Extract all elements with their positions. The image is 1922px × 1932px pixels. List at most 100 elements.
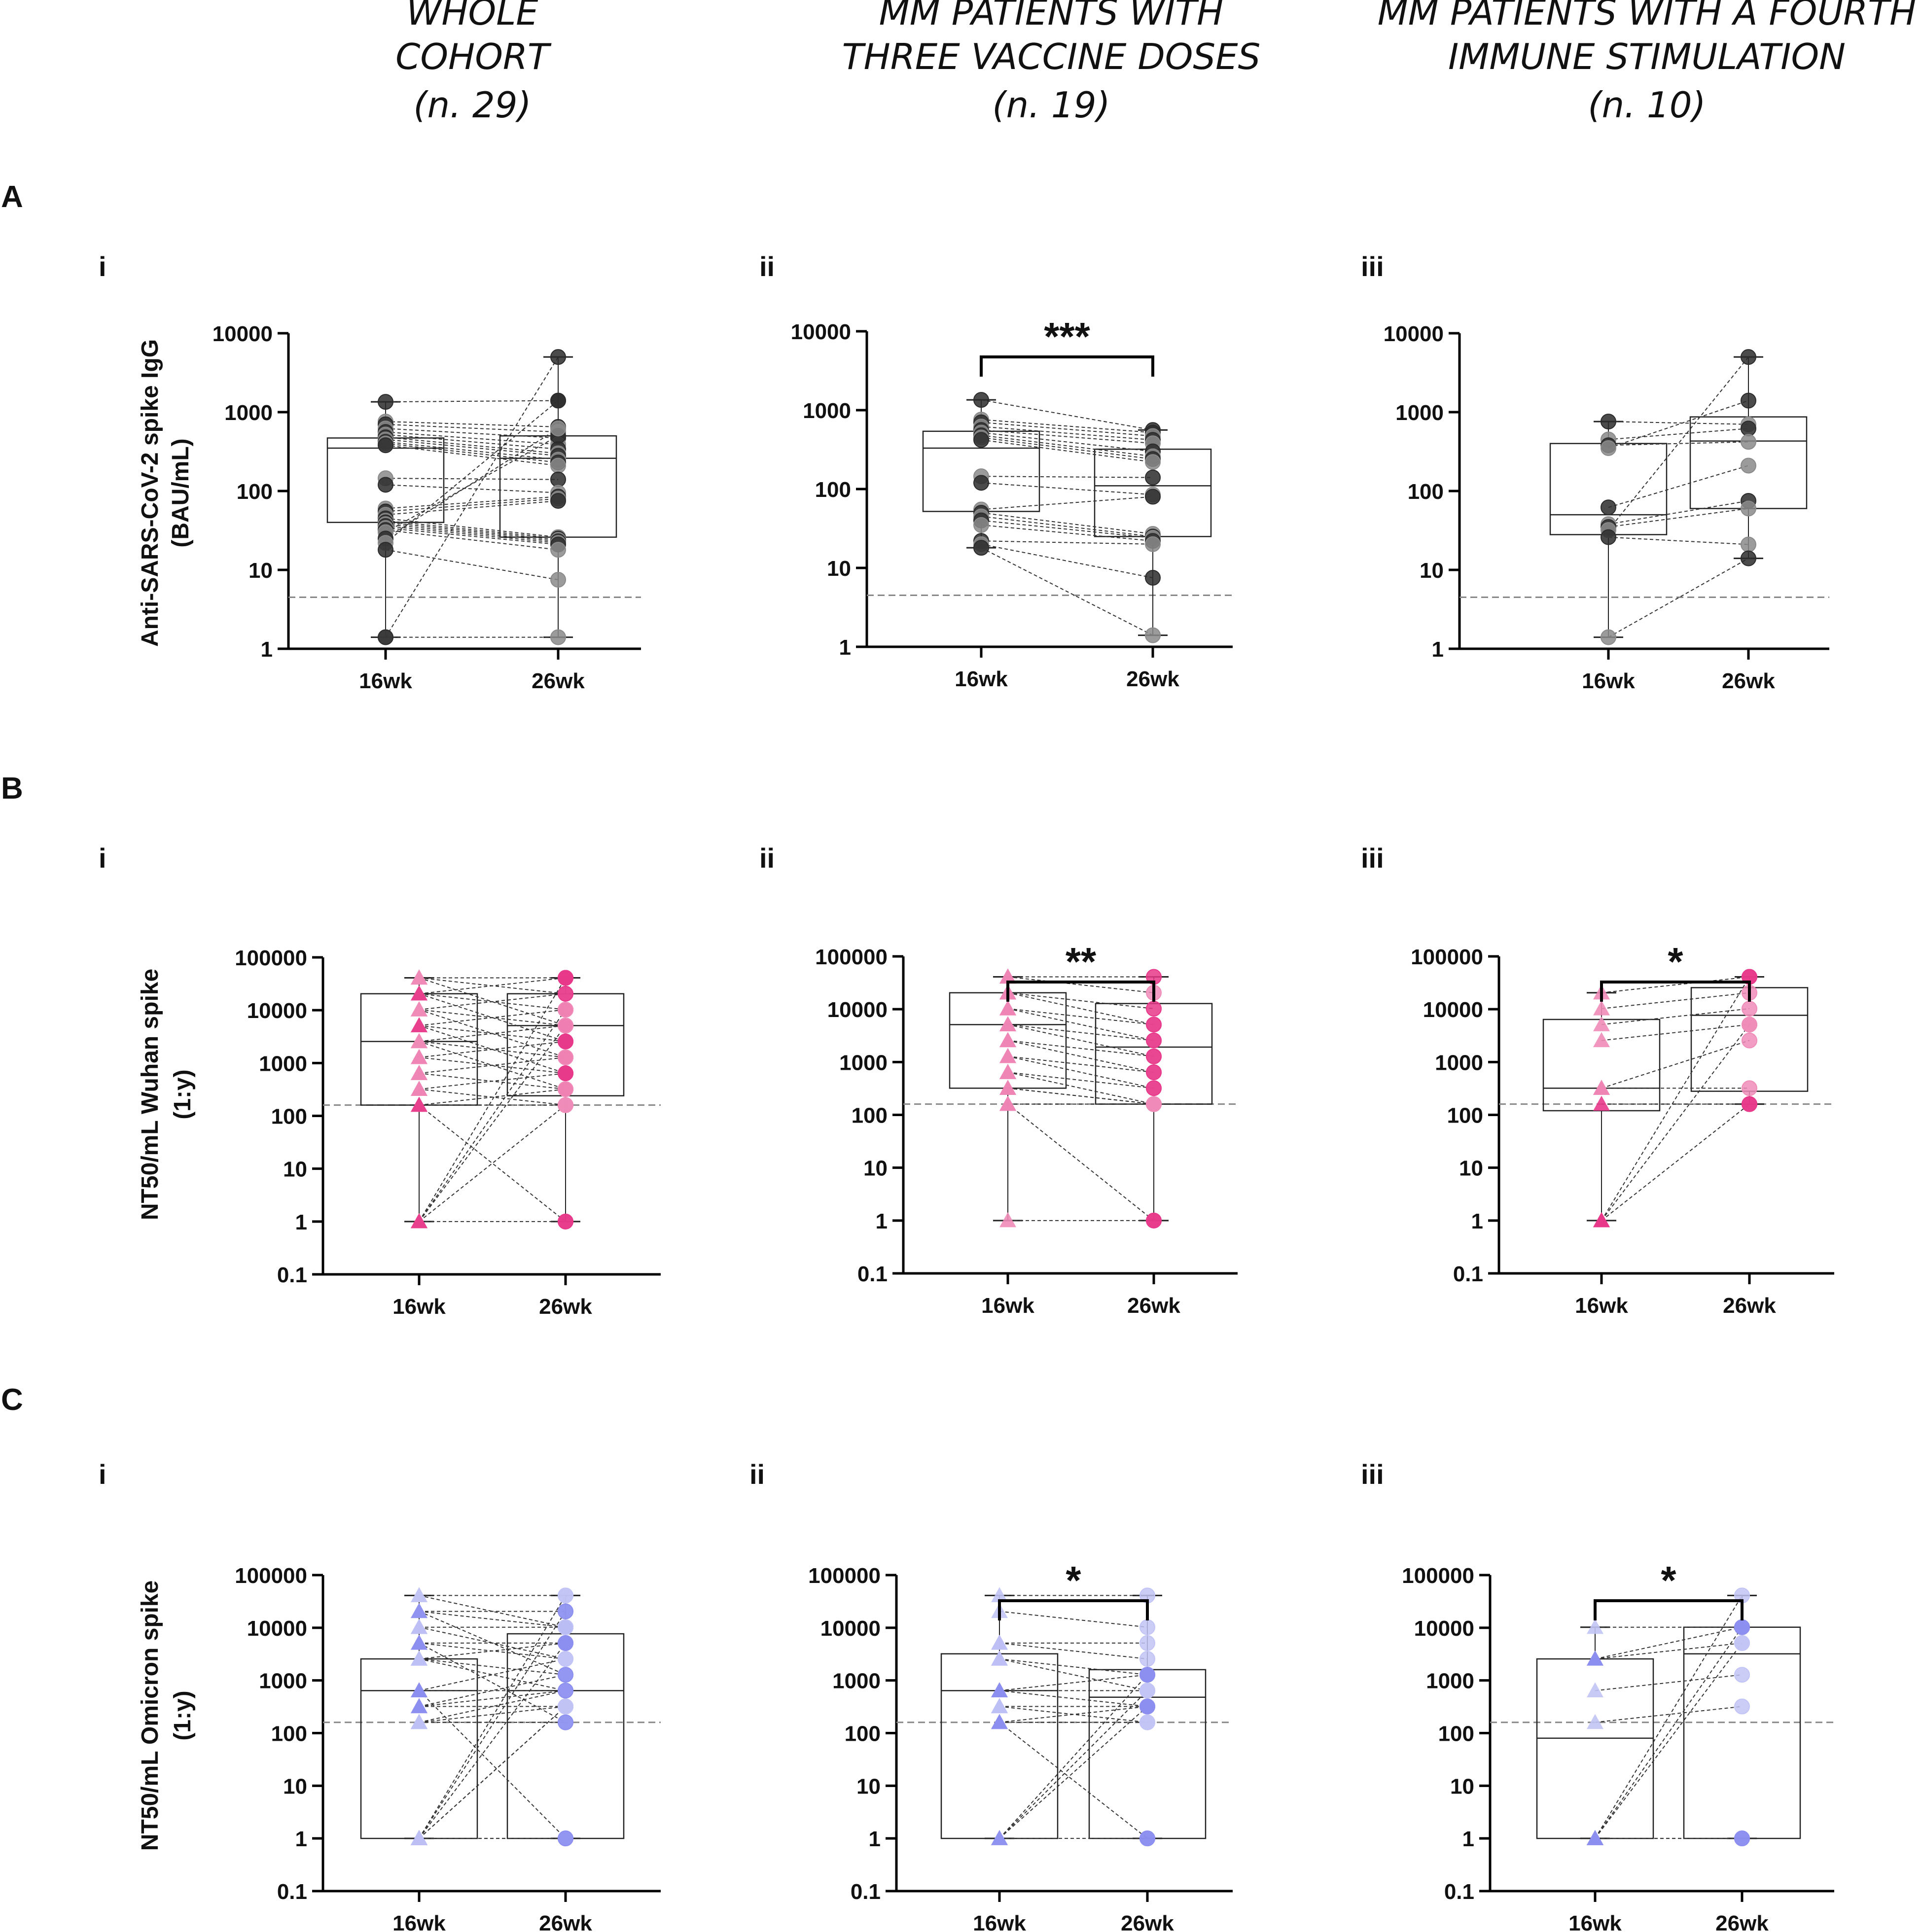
panel-b-i-point-16wk-23 xyxy=(411,1213,427,1229)
panel-a-iii-ytick-label-2: 100 xyxy=(1408,480,1444,504)
panel-a-i-pair-line-26 xyxy=(385,549,559,580)
panel-b-i-pair-line-26 xyxy=(419,1009,566,1058)
panel-a-i-point-16wk-26 xyxy=(378,542,393,558)
panel-c-ii-ytick-label-6: 100000 xyxy=(808,1564,881,1588)
panel-c-i-pair-line-25 xyxy=(419,1611,566,1676)
panel-c-ii-pair-line-1 xyxy=(999,1611,1148,1628)
panel-a-ii-pair-line-7 xyxy=(981,437,1153,460)
panel-b-ii-point-16wk-17 xyxy=(999,1095,1016,1111)
panel-a-i-pair-line-20 xyxy=(385,525,559,544)
panel-a-ii-pair-line-17 xyxy=(981,543,1153,578)
column-header-2: MM PATIENTS WITH THREE VACCINE DOSES (n.… xyxy=(842,0,1261,126)
panel-a-i-pair-line-17 xyxy=(385,520,559,539)
panel-a-iii-pair-line-1 xyxy=(1608,428,1749,440)
panel-c-i-pair-line-24 xyxy=(419,1626,566,1660)
panel-b-iii-point-16wk-3 xyxy=(1593,1032,1610,1048)
panel-c-ii-pair-line-4 xyxy=(999,1658,1148,1676)
panel-b-ii-pair-line-3 xyxy=(1007,992,1154,1025)
panel-b-i-point-26wk-28 xyxy=(558,1081,573,1097)
panel-a-iii-point-26wk-2 xyxy=(1741,434,1756,450)
panel-b-i-point-26wk-4 xyxy=(558,985,573,1002)
panel-c-i-ytick-label-0: 0.1 xyxy=(277,1880,307,1904)
panel-b-i-pair-line-22 xyxy=(419,1104,566,1222)
panel-a-iii-point-16wk-8 xyxy=(1601,529,1616,545)
panel-c-ii-pair-line-6 xyxy=(999,1674,1148,1691)
panel-c-iii-ytick-label-5: 10000 xyxy=(1414,1616,1474,1641)
panel-a-ii-pair-line-12 xyxy=(981,512,1153,534)
panel-a-ii-pair-line-18 xyxy=(981,547,1153,636)
panel-a-iii-ytick-label-1: 10 xyxy=(1420,559,1444,583)
panel-b-ii-pair-line-7 xyxy=(1007,1024,1154,1057)
panel-c-i-pair-line-22 xyxy=(419,1658,566,1691)
panel-a-ii-ytick-label-3: 1000 xyxy=(803,399,851,423)
panel-a-iii-pair-line-5 xyxy=(1608,500,1749,525)
panel-a-iii-point-16wk-9 xyxy=(1601,629,1616,645)
panel-c-ii-ytick-label-5: 10000 xyxy=(820,1616,881,1641)
panel-c-i-xtick-label-0: 16wk xyxy=(392,1911,446,1932)
panel-c-ii-point-16wk-16 xyxy=(991,1682,1008,1697)
panel-b-ii-pair-line-9 xyxy=(1007,1040,1154,1073)
panel-a-i-point-26wk-22 xyxy=(550,542,566,558)
panel-b-iii-point-16wk-1 xyxy=(1593,1000,1610,1016)
panel-b-i-point-16wk-28 xyxy=(411,1033,427,1049)
panel-b-ii-ytick-label-2: 10 xyxy=(863,1157,888,1181)
panel-b-iii-pair-line-0 xyxy=(1601,976,1750,993)
panel-b-i-point-26wk-24 xyxy=(558,1018,573,1034)
panel-c-i-pair-line-27 xyxy=(419,1690,566,1707)
panel-b-i-pair-line-21 xyxy=(419,1025,566,1222)
panel-b-i-pair-line-20 xyxy=(419,1009,566,1222)
panel-a-ii-pair-line-13 xyxy=(981,516,1153,537)
panel-b-iii-ytick-label-2: 10 xyxy=(1459,1157,1483,1181)
panel-a-i-point-26wk-15 xyxy=(550,492,566,509)
panel-a-i-point-16wk-10 xyxy=(378,437,393,454)
panel-c-iii-point-26wk-4 xyxy=(1734,1698,1750,1715)
panel-b-i-point-26wk-27 xyxy=(558,1065,573,1082)
panel-c-i-pair-line-28 xyxy=(419,1706,566,1723)
panel-a-i-pair-line-22 xyxy=(385,529,559,551)
panel-c-i-pair-line-2 xyxy=(419,1611,566,1628)
panel-c-iii-pair-line-7 xyxy=(1595,1627,1743,1839)
panel-b-iii-significance-bracket xyxy=(1600,981,1751,1002)
panel-b-i-pair-line-18 xyxy=(419,1104,566,1222)
panel-a-ii-pair-line-6 xyxy=(981,435,1153,457)
panel-c-ii-ytick-label-2: 10 xyxy=(856,1774,881,1798)
panel-label-a-i: i xyxy=(99,251,107,282)
panel-c-iii-pair-line-3 xyxy=(1595,1674,1743,1691)
panel-a-i-pair-line-25 xyxy=(385,400,559,543)
panel-a-ii-significance-label: *** xyxy=(1044,315,1090,358)
panel-c-i-point-26wk-23 xyxy=(558,1714,573,1730)
panel-b-iii-xtick-label-1: 26wk xyxy=(1723,1294,1776,1318)
panel-c-iii-pair-line-8 xyxy=(1595,1643,1743,1839)
panel-b-iii-point-16wk-2 xyxy=(1593,1016,1610,1031)
panel-b-i-ytick-label-1: 1 xyxy=(295,1210,307,1234)
panel-b-ii-point-26wk-18 xyxy=(1146,1212,1162,1229)
panel-b-i-pair-line-19 xyxy=(419,978,566,1222)
panel-c-i-point-26wk-26 xyxy=(558,1619,573,1635)
panel-c-ii-pair-line-13 xyxy=(999,1706,1148,1839)
panel-label-a-iii: iii xyxy=(1361,251,1384,282)
column-header-3: MM PATIENTS WITH A FOURTH IMMUNE STIMULA… xyxy=(1378,0,1917,126)
panel-b-i-xtick-label-1: 26wk xyxy=(539,1295,592,1319)
panel-c-iii-pair-line-2 xyxy=(1595,1626,1743,1660)
panel-a-ii-point-26wk-18 xyxy=(1145,627,1161,643)
panel-a-ii-pair-line-10 xyxy=(981,482,1153,495)
panel-a-ii-pair-line-14 xyxy=(981,520,1153,539)
column-header-1-line-1: WHOLE xyxy=(406,0,538,33)
panel-c-ii-point-26wk-3 xyxy=(1139,1651,1155,1667)
panel-b-ii-xtick-label-0: 16wk xyxy=(981,1294,1034,1318)
panel-c-ii-significance-label: * xyxy=(1066,1558,1081,1602)
panel-c-i-pair-line-26 xyxy=(419,1595,566,1628)
panel-b-i-point-26wk-19 xyxy=(558,970,573,986)
ylabel-row-a: Anti-SARS-CoV-2 spike IgG (BAU/mL) xyxy=(137,339,194,647)
panel-b-ii-ytick-label-0: 0.1 xyxy=(857,1262,888,1286)
panel-b-iii-point-16wk-5 xyxy=(1593,1080,1610,1095)
panel-c-ii-point-26wk-18 xyxy=(1139,1698,1155,1715)
panel-a-ii-ytick-label-1: 10 xyxy=(827,557,851,581)
panel-c-ii-box-0 xyxy=(940,1653,1059,1839)
panel-c-iii-point-26wk-7 xyxy=(1734,1619,1750,1635)
panel-b-ii-point-26wk-17 xyxy=(1146,1096,1162,1112)
panel-b-i-point-16wk-18 xyxy=(411,1096,427,1112)
panel-b-iii-point-16wk-9 xyxy=(1593,1212,1610,1228)
panel-a-i-pair-line-24 xyxy=(385,428,559,539)
panel-b-ii-pair-line-10 xyxy=(1007,1055,1154,1073)
